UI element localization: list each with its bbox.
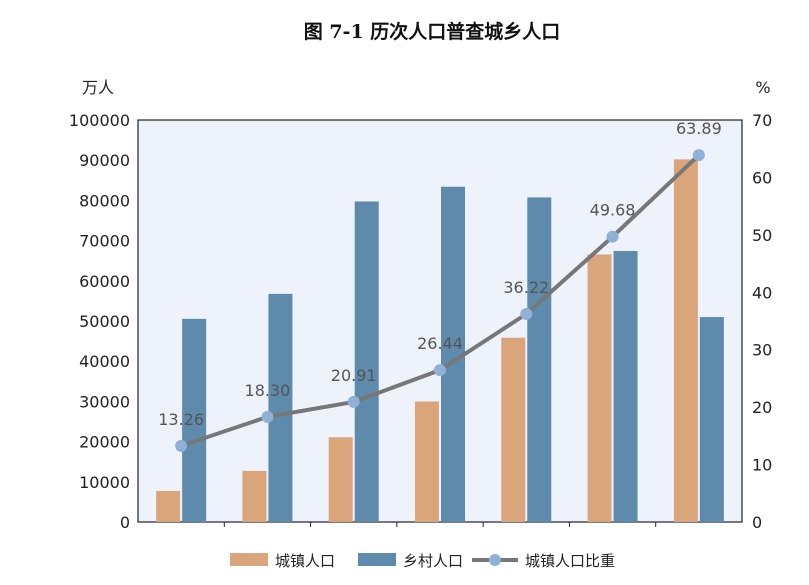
right-tick-label: 70 [752,111,772,130]
right-tick-label: 30 [752,341,772,360]
ratio-point [261,410,274,423]
bar-urban [328,437,353,522]
ratio-point [347,395,360,408]
legend-marker-ratio [489,554,501,566]
left-tick-label: 100000 [69,111,130,130]
right-tick-label: 50 [752,226,772,245]
bar-rural [699,317,724,522]
ratio-data-label: 36.22 [503,278,549,297]
left-ticks-group: 1000009000080000700006000050000400003000… [69,111,130,532]
right-ticks-group: 70 60 50 40 30 20 10 0 [752,111,772,532]
bar-rural [182,318,207,522]
right-tick-label: 60 [752,168,772,187]
legend-label-urban: 城镇人口 [275,552,335,570]
legend-swatch-rural [358,553,396,566]
right-tick-label: 40 [752,283,772,302]
legend: 城镇人口 乡村人口 城镇人口比重 [230,552,615,570]
left-tick-label: 90000 [79,151,130,170]
ratio-point [692,149,705,162]
ratio-data-label: 20.91 [331,366,377,385]
plot-area [137,119,743,523]
ratio-point [175,439,188,452]
bar-rural [527,197,552,523]
bar-rural [268,293,293,522]
bar-urban [242,470,267,522]
ratio-data-label: 49.68 [590,201,636,220]
bars-group [156,159,724,523]
chart-title: 图 7-1 历次人口普查城乡人口 [304,20,561,43]
ratio-data-label: 63.89 [676,119,722,138]
left-tick-label: 20000 [79,433,130,452]
ratio-point [434,364,446,377]
ratio-line-group: 13.26 18.30 20.91 26.44 36.22 49.68 63.89 [158,119,722,452]
bar-urban [673,159,698,522]
left-tick-label: 0 [120,513,130,532]
legend-label-rural: 乡村人口 [403,552,463,570]
left-tick-label: 30000 [79,392,130,411]
ratio-data-label: 13.26 [158,410,204,429]
left-tick-label: 10000 [79,473,130,492]
ratio-point [606,230,619,243]
right-axis-unit: % [755,78,770,97]
bar-rural [613,250,638,522]
bar-urban [156,490,181,522]
ratio-data-label: 18.30 [245,381,291,400]
left-tick-label: 60000 [79,272,130,291]
bar-rural [354,201,379,522]
left-tick-label: 40000 [79,352,130,371]
right-tick-label: 20 [752,398,772,417]
legend-swatch-urban [230,553,268,566]
right-tick-label: 10 [752,456,772,475]
bar-urban [587,254,612,522]
ratio-point [520,307,533,320]
left-axis-unit: 万人 [82,78,114,97]
x-ticks-group [223,522,657,527]
legend-label-ratio: 城镇人口比重 [525,552,615,570]
left-tick-label: 80000 [79,191,130,210]
bar-urban [415,401,439,522]
ratio-data-label: 26.44 [417,334,463,353]
right-tick-label: 0 [752,513,762,532]
left-tick-label: 50000 [79,312,130,331]
left-tick-label: 70000 [79,232,130,251]
bar-urban [501,337,526,522]
